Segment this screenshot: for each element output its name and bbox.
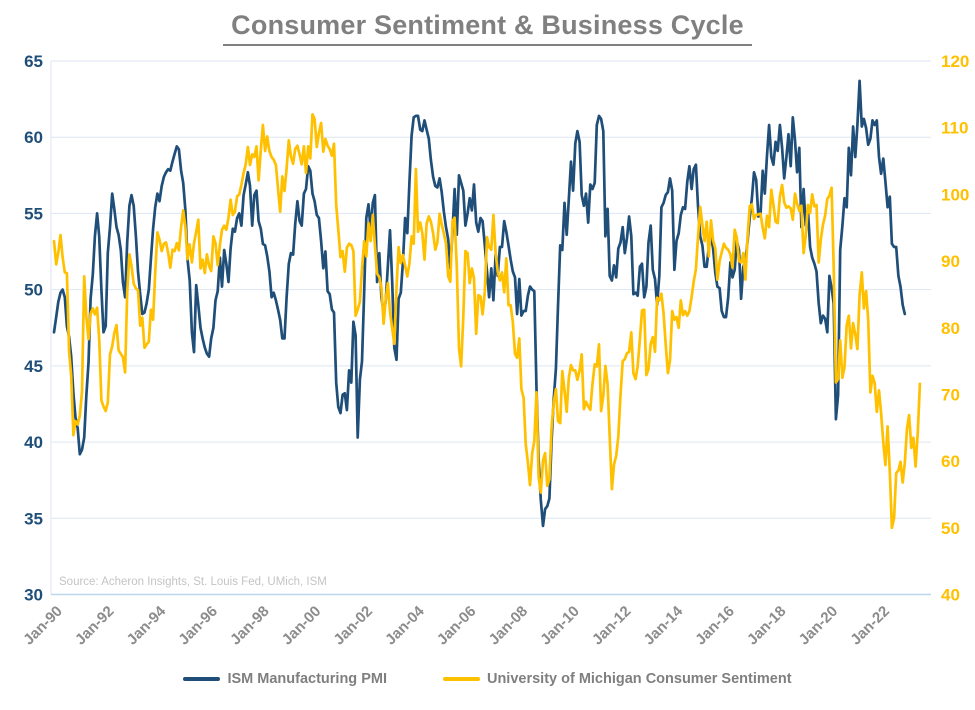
ism-pmi-line: [52, 79, 907, 528]
x-axis-tick-label: Jan-12: [589, 603, 635, 649]
x-axis-tick-label: Jan-14: [641, 602, 687, 648]
x-axis-tick-label: Jan-02: [330, 603, 376, 649]
x-axis-tick-label: Jan-04: [382, 602, 428, 648]
x-axis-tick-label: Jan-98: [227, 603, 273, 649]
left-axis-tick-label: 55: [24, 204, 43, 223]
legend-item-umich-sentiment: University of Michigan Consumer Sentimen…: [442, 671, 792, 687]
x-axis-tick-label: Jan-90: [20, 603, 66, 649]
right-axis-tick-label: 80: [941, 319, 960, 338]
right-axis-tick-label: 100: [941, 185, 969, 204]
x-axis-tick-label: Jan-10: [537, 603, 583, 649]
x-axis-tick-label: Jan-20: [796, 603, 842, 649]
right-axis-tick-label: 40: [941, 586, 960, 605]
ism-line-swatch: [183, 677, 221, 681]
right-axis-tick-label: 90: [941, 252, 960, 271]
right-axis-tick-label: 70: [941, 385, 960, 404]
left-axis-tick-label: 60: [24, 128, 43, 147]
legend: ISM Manufacturing PMI University of Mich…: [0, 671, 975, 687]
right-axis-tick-label: 60: [941, 452, 960, 471]
legend-label-umich-sentiment: University of Michigan Consumer Sentimen…: [486, 671, 792, 687]
legend-item-ism-pmi: ISM Manufacturing PMI: [183, 671, 387, 687]
right-axis-tick-label: 50: [941, 519, 960, 538]
x-axis-tick-label: Jan-06: [434, 603, 480, 649]
x-axis-tick-label: Jan-92: [72, 603, 118, 649]
chart-title: Consumer Sentiment & Business Cycle: [223, 10, 752, 46]
right-axis-tick-label: 120: [941, 52, 969, 71]
umich-line-swatch: [442, 677, 480, 681]
x-axis-tick-label: Jan-22: [847, 603, 893, 649]
x-axis-tick-label: Jan-18: [744, 603, 790, 649]
umich-sentiment-line: [52, 112, 922, 530]
left-axis-tick-label: 35: [24, 509, 43, 528]
x-axis-tick-label: Jan-94: [124, 602, 170, 648]
x-axis-tick-label: Jan-96: [175, 603, 221, 649]
left-axis-tick-label: 45: [24, 357, 43, 376]
legend-label-ism-pmi: ISM Manufacturing PMI: [227, 671, 387, 687]
x-axis-tick-label: Jan-16: [692, 603, 738, 649]
left-axis-tick-label: 30: [24, 586, 43, 605]
x-axis-tick-label: Jan-00: [279, 603, 325, 649]
chart-header: Consumer Sentiment & Business Cycle: [0, 10, 975, 46]
x-axis-tick-label: Jan-08: [485, 603, 531, 649]
left-axis-tick-label: 50: [24, 281, 43, 300]
left-axis-tick-label: 40: [24, 433, 43, 452]
left-axis-tick-label: 65: [24, 52, 43, 71]
source-note: Source: Acheron Insights, St. Louis Fed,…: [59, 576, 327, 588]
right-axis-tick-label: 110: [941, 119, 968, 138]
